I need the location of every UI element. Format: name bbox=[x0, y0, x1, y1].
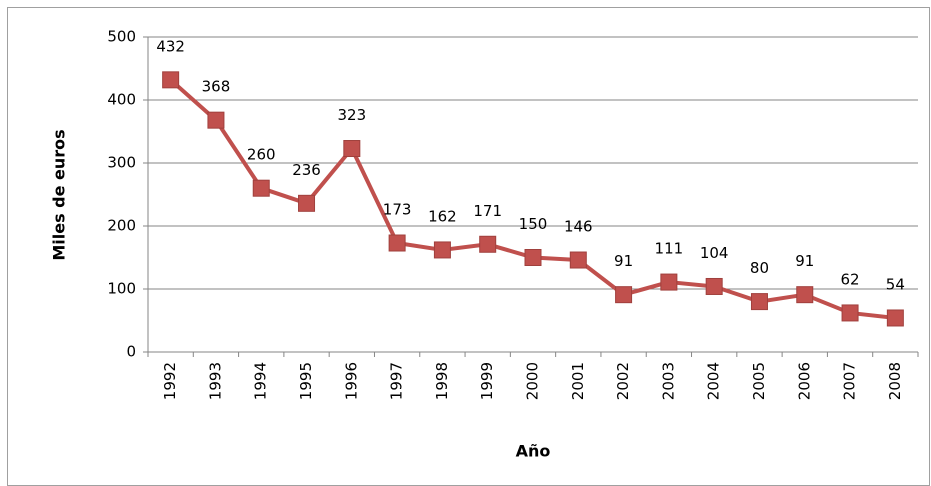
y-tick-label: 200 bbox=[107, 217, 136, 235]
y-tick-label: 100 bbox=[107, 280, 136, 298]
marker bbox=[796, 286, 814, 304]
x-tick-label: 2006 bbox=[795, 362, 813, 400]
data-label: 80 bbox=[750, 259, 769, 277]
data-label: 54 bbox=[886, 275, 905, 293]
data-label: 162 bbox=[428, 207, 457, 225]
marker bbox=[841, 304, 859, 322]
data-label: 171 bbox=[473, 202, 502, 220]
x-tick-label: 2004 bbox=[705, 362, 723, 400]
x-tick-label: 1997 bbox=[388, 362, 406, 400]
x-tick-label: 2007 bbox=[841, 362, 859, 400]
data-label: 111 bbox=[655, 240, 684, 258]
data-label: 62 bbox=[841, 270, 860, 288]
x-tick-label: 1996 bbox=[342, 362, 360, 400]
marker bbox=[298, 194, 316, 212]
x-tick-label: 2002 bbox=[614, 362, 632, 400]
y-tick-label: 500 bbox=[107, 28, 136, 46]
marker bbox=[343, 140, 361, 158]
marker bbox=[524, 249, 542, 266]
marker bbox=[388, 234, 406, 252]
y-tick-label: 0 bbox=[126, 343, 136, 361]
y-axis-label: Miles de euros bbox=[50, 129, 69, 260]
y-tick-label: 400 bbox=[107, 91, 136, 109]
data-label: 146 bbox=[564, 218, 593, 236]
x-tick-label: 2008 bbox=[886, 362, 904, 400]
data-label: 260 bbox=[247, 146, 276, 164]
data-label: 173 bbox=[383, 201, 412, 219]
marker bbox=[207, 111, 225, 129]
marker bbox=[750, 293, 768, 311]
marker bbox=[569, 251, 587, 269]
marker bbox=[479, 235, 497, 253]
x-tick-label: 2001 bbox=[569, 362, 587, 400]
marker bbox=[162, 71, 180, 89]
data-label: 150 bbox=[519, 215, 548, 233]
data-label: 236 bbox=[292, 161, 321, 179]
data-label: 104 bbox=[700, 244, 729, 262]
x-tick-label: 2005 bbox=[750, 362, 768, 400]
x-tick-label: 1998 bbox=[433, 362, 451, 400]
marker bbox=[886, 309, 904, 327]
marker bbox=[705, 277, 723, 295]
data-label: 368 bbox=[202, 78, 231, 96]
x-tick-label: 2000 bbox=[524, 362, 542, 400]
x-tick-label: 1999 bbox=[478, 362, 496, 400]
y-tick-label: 300 bbox=[107, 154, 136, 172]
marker bbox=[615, 286, 633, 304]
data-label: 323 bbox=[338, 106, 367, 124]
data-label: 91 bbox=[795, 252, 814, 270]
x-axis-label: Año bbox=[516, 442, 551, 461]
x-tick-label: 1994 bbox=[252, 362, 270, 400]
data-label: 91 bbox=[614, 252, 633, 270]
marker bbox=[252, 179, 270, 197]
x-tick-label: 1992 bbox=[161, 362, 179, 400]
x-tick-label: 2003 bbox=[659, 362, 677, 400]
data-label: 432 bbox=[156, 37, 185, 55]
marker bbox=[433, 241, 451, 259]
x-tick-label: 1993 bbox=[206, 362, 224, 400]
marker bbox=[660, 273, 678, 291]
x-tick-label: 1995 bbox=[297, 362, 315, 400]
